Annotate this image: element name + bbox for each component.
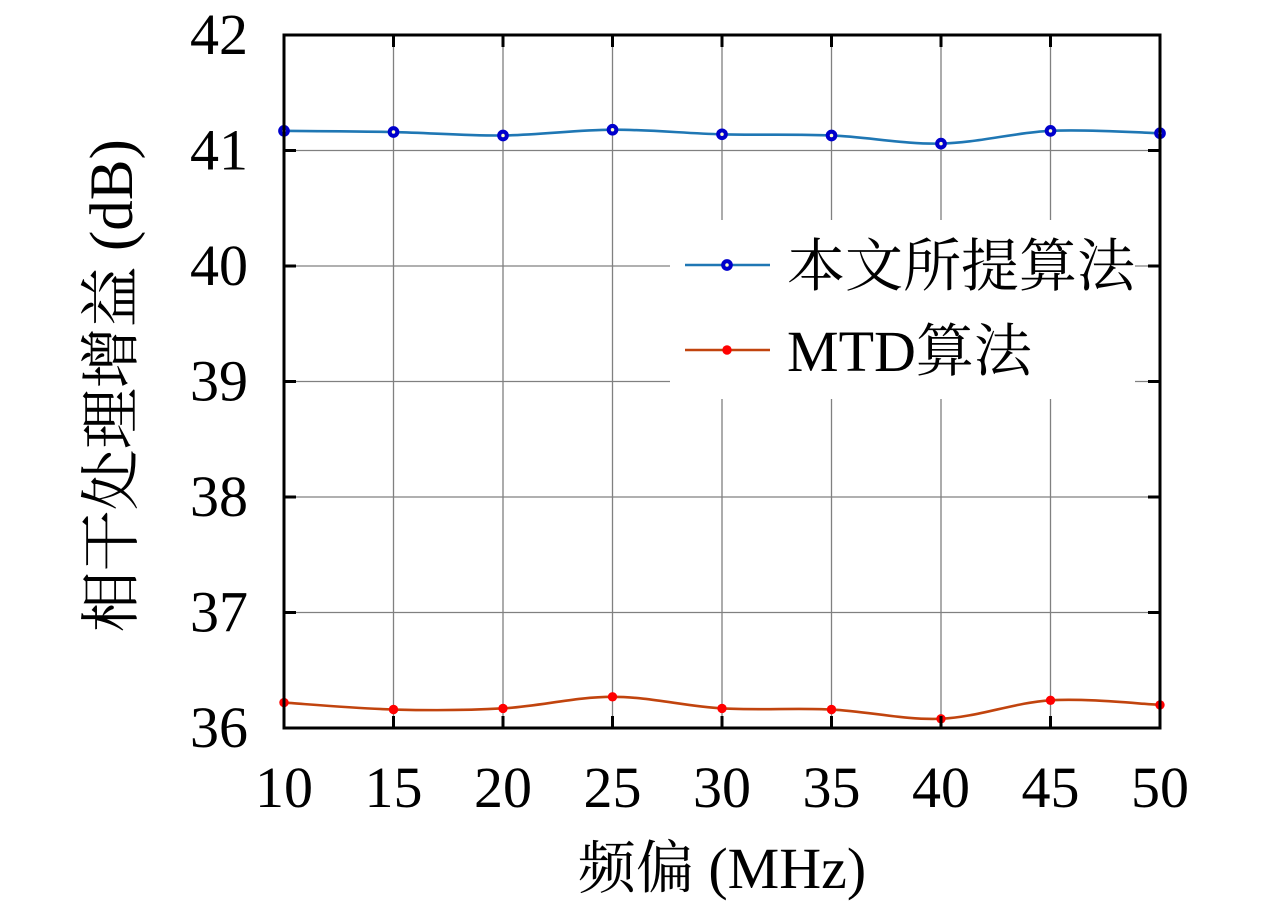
svg-text:频偏 (MHz): 频偏 (MHz) — [578, 836, 866, 901]
svg-text:39: 39 — [190, 349, 248, 414]
svg-text:38: 38 — [190, 464, 248, 529]
svg-text:37: 37 — [190, 580, 248, 645]
svg-text:相干处理增益 (dB): 相干处理增益 (dB) — [79, 139, 146, 632]
svg-text:10: 10 — [255, 755, 313, 820]
svg-text:MTD算法: MTD算法 — [787, 319, 1032, 384]
svg-text:36: 36 — [190, 695, 248, 760]
svg-text:40: 40 — [190, 233, 248, 298]
svg-text:35: 35 — [803, 755, 861, 820]
svg-text:42: 42 — [190, 2, 248, 67]
svg-text:25: 25 — [584, 755, 642, 820]
svg-text:20: 20 — [474, 755, 532, 820]
svg-text:15: 15 — [365, 755, 423, 820]
svg-text:50: 50 — [1131, 755, 1189, 820]
svg-text:30: 30 — [693, 755, 751, 820]
svg-text:40: 40 — [912, 755, 970, 820]
svg-text:41: 41 — [190, 118, 248, 183]
svg-text:本文所提算法: 本文所提算法 — [787, 234, 1135, 299]
svg-text:45: 45 — [1022, 755, 1080, 820]
